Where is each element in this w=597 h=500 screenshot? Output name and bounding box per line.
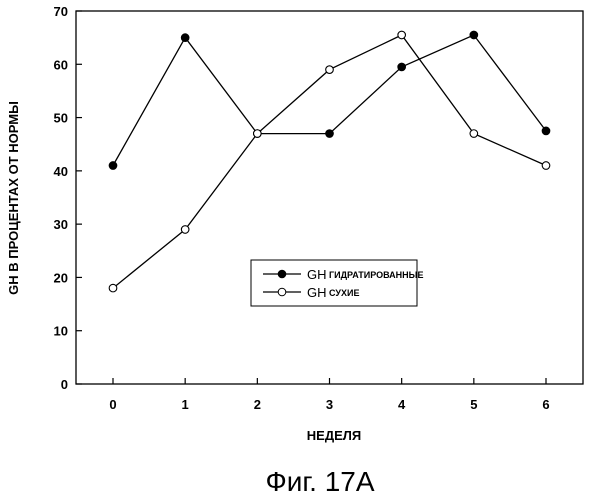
legend-marker-dry: [278, 288, 286, 296]
data-point-hydrated: [326, 130, 334, 138]
data-point-hydrated: [542, 127, 550, 135]
x-axis-title: НЕДЕЛЯ: [307, 428, 361, 443]
data-point-dry: [254, 130, 262, 138]
series-layer: [109, 31, 550, 292]
y-tick-label: 30: [54, 217, 68, 232]
x-tick-label: 4: [398, 397, 406, 412]
y-tick-label: 10: [54, 324, 68, 339]
x-tick-label: 3: [326, 397, 333, 412]
x-tick-label: 2: [254, 397, 261, 412]
legend-label-hydrated-desc: ГИДРАТИРОВАННЫЕ: [329, 270, 423, 280]
data-point-dry: [326, 66, 334, 74]
y-tick-label: 20: [54, 270, 68, 285]
x-tick-label: 1: [182, 397, 189, 412]
y-axis-title: GH В ПРОЦЕНТАХ ОТ НОРМЫ: [6, 101, 21, 295]
legend-box: [251, 260, 417, 306]
x-tick-label: 6: [542, 397, 549, 412]
legend: GH ГИДРАТИРОВАННЫЕ GH СУХИЕ: [251, 260, 423, 306]
data-point-hydrated: [109, 162, 117, 170]
y-tick-label: 40: [54, 164, 68, 179]
series-line-hydrated: [113, 35, 546, 166]
data-point-dry: [181, 226, 189, 234]
y-tick-label: 70: [54, 4, 68, 19]
data-point-hydrated: [181, 34, 189, 42]
y-tick-label: 60: [54, 57, 68, 72]
data-point-dry: [542, 162, 550, 170]
data-point-hydrated: [398, 63, 406, 71]
x-tick-label: 0: [109, 397, 116, 412]
figure-caption: Фиг. 17А: [265, 466, 374, 497]
legend-label-dry-gh: GH: [307, 285, 327, 300]
y-axis-ticks: 0 10 20 30 40 50 60 70: [54, 4, 82, 392]
data-point-dry: [470, 130, 478, 138]
data-point-dry: [109, 284, 117, 292]
legend-marker-hydrated: [278, 270, 286, 278]
x-axis-ticks: 0 1 2 3 4 5 6: [109, 378, 549, 412]
x-tick-label: 5: [470, 397, 477, 412]
data-point-dry: [398, 31, 406, 39]
y-tick-label: 50: [54, 111, 68, 126]
legend-label-hydrated-gh: GH: [307, 267, 327, 282]
y-tick-label: 0: [61, 377, 68, 392]
legend-label-dry-desc: СУХИЕ: [329, 288, 359, 298]
data-point-hydrated: [470, 31, 478, 39]
